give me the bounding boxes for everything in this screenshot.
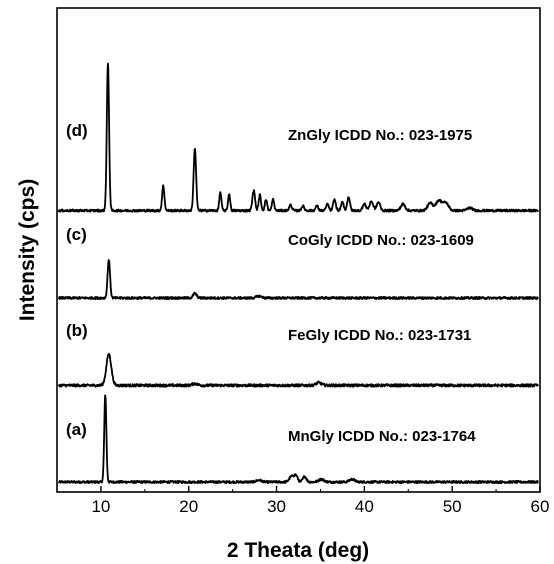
series-annotation: CoGly ICDD No.: 023-1609 [288, 232, 474, 249]
series-label: (a) [66, 420, 87, 439]
series-line [57, 259, 540, 300]
label-layer: (a) MnGly ICDD No.: 023-1764 (b) FeGly ICDD… [66, 121, 476, 445]
series-annotation: FeGly ICDD No.: 023-1731 [288, 327, 471, 344]
x-tick-label: 30 [267, 497, 286, 516]
series-annotation: MnGly ICDD No.: 023-1764 [288, 428, 476, 445]
series-line [57, 394, 539, 484]
x-tick-label: 40 [355, 497, 374, 516]
x-tick-label: 50 [443, 497, 462, 516]
series-layer [57, 62, 540, 484]
x-axis: 10 20 30 40 50 60 [91, 486, 549, 516]
y-axis-title: Intensity (cps) [16, 179, 39, 321]
series-annotation: ZnGly ICDD No.: 023-1975 [288, 127, 472, 144]
series-line [57, 352, 540, 388]
series-label: (b) [66, 321, 88, 340]
x-tick-label: 20 [179, 497, 198, 516]
x-tick-label: 10 [91, 497, 110, 516]
series-line [57, 62, 540, 213]
series-label: (c) [66, 225, 87, 244]
x-tick-label: 60 [531, 497, 550, 516]
x-axis-title: 2 Theata (deg) [227, 539, 369, 562]
series-label: (d) [66, 121, 88, 140]
plot-frame [56, 7, 541, 493]
